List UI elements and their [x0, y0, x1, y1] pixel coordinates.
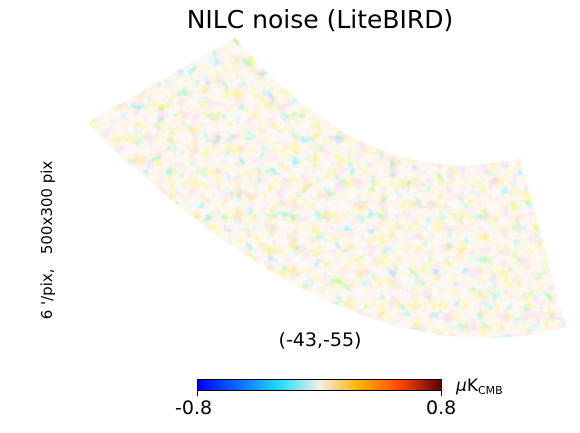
colorbar-min-tick — [197, 391, 198, 396]
unit-mu: μ — [456, 376, 467, 396]
unit-main: K — [466, 376, 478, 396]
colorbar-unit: μKCMB — [456, 376, 503, 397]
colorbar-min-label: -0.8 — [175, 397, 213, 419]
colorbar — [197, 379, 442, 391]
map-title: NILC noise (LiteBIRD) — [186, 5, 454, 34]
colorbar-max-label: 0.8 — [426, 397, 457, 419]
colorbar-max-tick — [441, 391, 442, 396]
center-coordinates: (-43,-55) — [278, 329, 362, 351]
unit-subscript: CMB — [477, 384, 503, 397]
